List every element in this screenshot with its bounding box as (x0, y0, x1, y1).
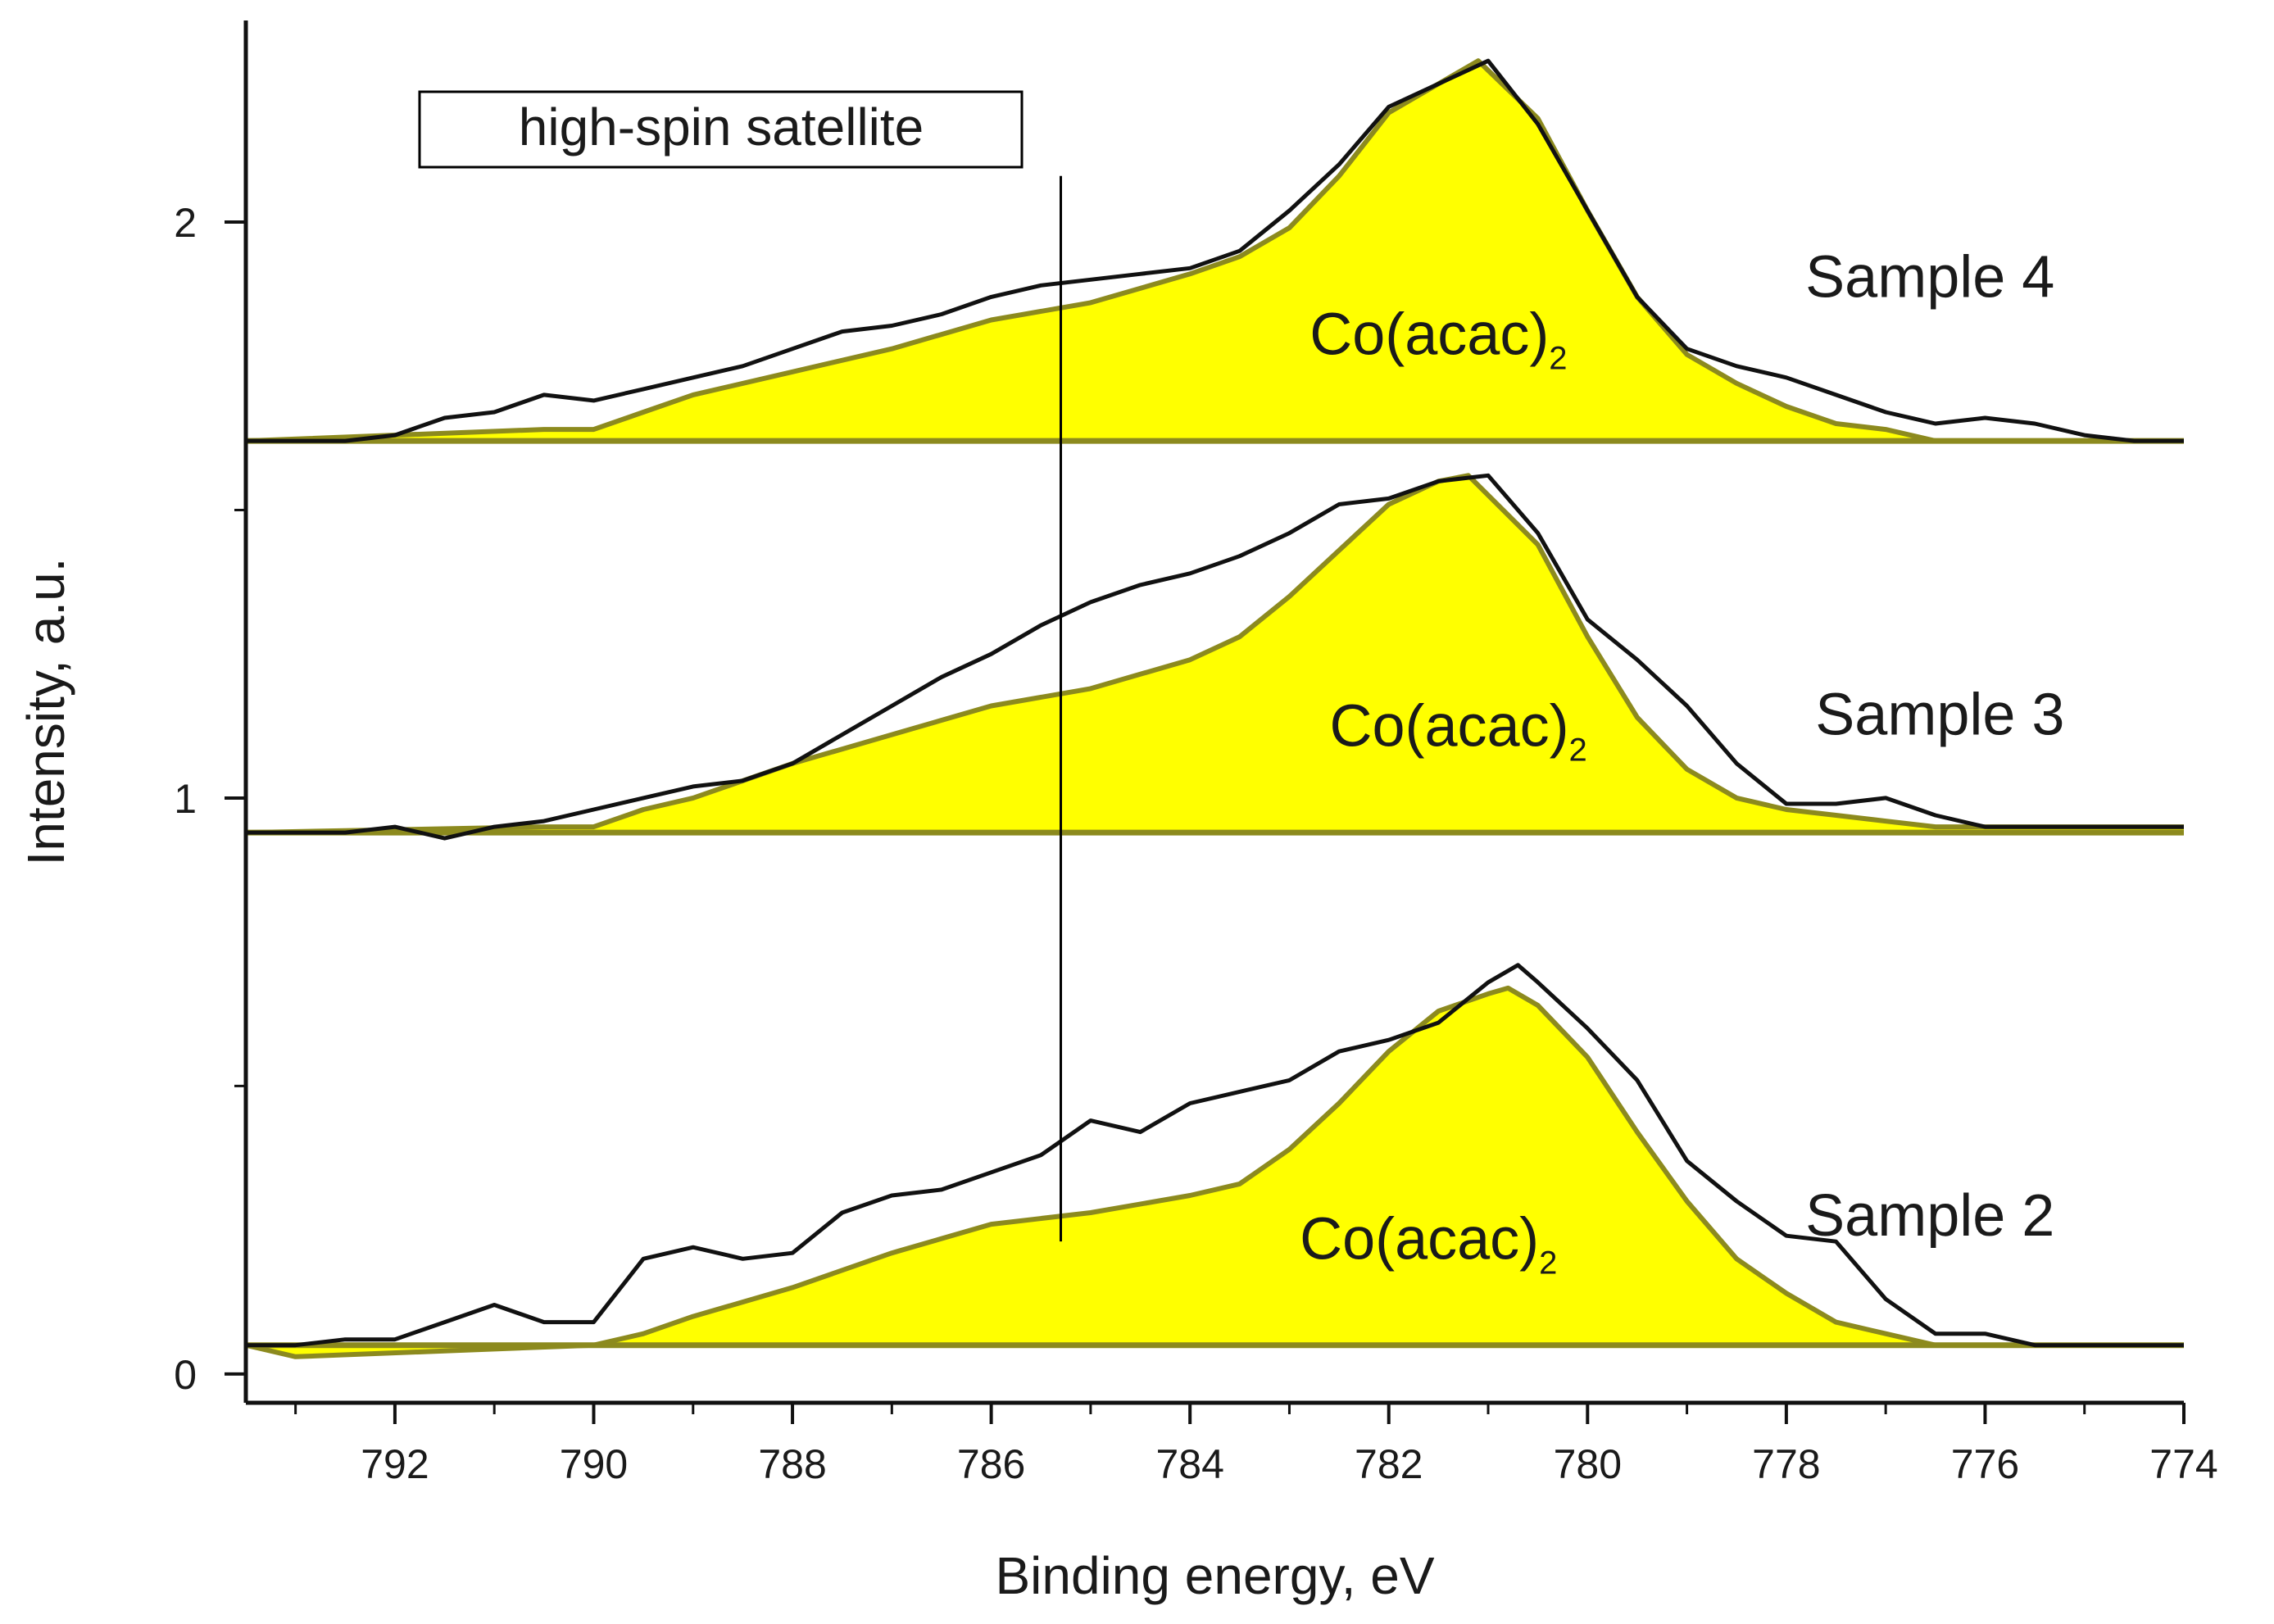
x-tick-label-788: 788 (758, 1441, 826, 1487)
sample-4-fit-line (245, 58, 2184, 444)
x-tick-label-784: 784 (1155, 1441, 1223, 1487)
x-axis-title: Binding energy, eV (995, 1546, 1434, 1605)
x-tick-label-778: 778 (1752, 1441, 1820, 1487)
sample-2-measured-line (246, 963, 2184, 1348)
y-axis-title: Intensity, a.u. (16, 558, 75, 866)
sample-4-fit-label: Co(acac)2 (1309, 302, 1567, 377)
x-tick-label-782: 782 (1355, 1441, 1423, 1487)
x-tick-label-792: 792 (361, 1441, 429, 1487)
labels-layer: Sample 4 Co(acac)2 Sample 3 Co(acac)2 Sample… (1300, 244, 2064, 1281)
annotation-text: high-spin satellite (519, 98, 924, 157)
x-tick-label-774: 774 (2149, 1441, 2217, 1487)
sample-2-fit-label-subscript: 2 (1539, 1245, 1557, 1281)
sample-4-label: Sample 4 (1805, 244, 2054, 310)
sample-4-measured-line (246, 58, 2184, 443)
series-layer (245, 58, 2184, 1359)
axes-layer: 792 790 788 786 784 782 780 778 776 774 0 1 2 Binding… (16, 20, 2218, 1605)
y-tick-label-2: 2 (174, 200, 197, 246)
sample-4-fit-label-subscript: 2 (1549, 341, 1567, 377)
sample-3-fit-line (245, 473, 2184, 836)
sample-2-label: Sample 2 (1805, 1183, 2054, 1249)
sample-2-fit-line (245, 985, 2184, 1359)
annotation-box (418, 90, 1024, 169)
sample-3-fit-label-subscript: 2 (1569, 733, 1587, 769)
sample-3-measured-line (246, 473, 2184, 841)
y-tick-label-1: 1 (174, 776, 197, 822)
y-tick-label-0: 0 (174, 1352, 197, 1398)
sample-3-fit-area (246, 475, 2184, 833)
x-tick-label-786: 786 (957, 1441, 1025, 1487)
sample-3-label: Sample 3 (1815, 683, 2064, 748)
sample-2-fit-label: Co(acac)2 (1300, 1206, 1557, 1281)
sample-4-fit-area (246, 61, 2184, 442)
sample-3-fit-label: Co(acac)2 (1329, 694, 1586, 769)
x-tick-label-790: 790 (560, 1441, 628, 1487)
x-tick-label-780: 780 (1554, 1441, 1622, 1487)
sample-2-fit-area (246, 987, 2184, 1357)
x-tick-label-776: 776 (1951, 1441, 2019, 1487)
annotation-layer: high-spin satellite (418, 90, 1063, 1242)
